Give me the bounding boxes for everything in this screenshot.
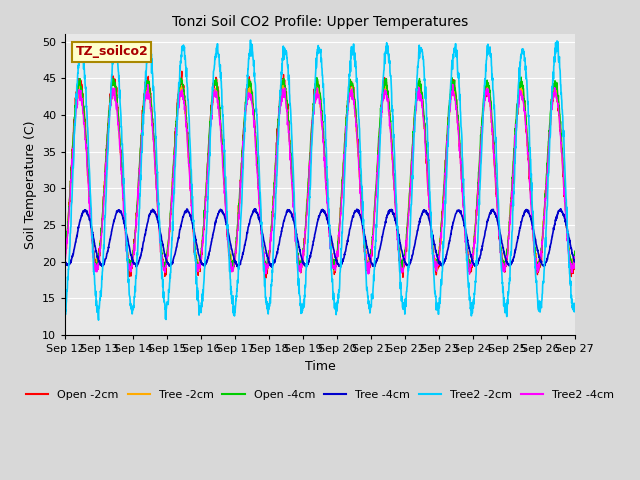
Legend: Open -2cm, Tree -2cm, Open -4cm, Tree -4cm, Tree2 -2cm, Tree2 -4cm: Open -2cm, Tree -2cm, Open -4cm, Tree -4… xyxy=(22,385,618,405)
X-axis label: Time: Time xyxy=(305,360,335,372)
Text: TZ_soilco2: TZ_soilco2 xyxy=(76,46,148,59)
Title: Tonzi Soil CO2 Profile: Upper Temperatures: Tonzi Soil CO2 Profile: Upper Temperatur… xyxy=(172,15,468,29)
Y-axis label: Soil Temperature (C): Soil Temperature (C) xyxy=(24,120,36,249)
